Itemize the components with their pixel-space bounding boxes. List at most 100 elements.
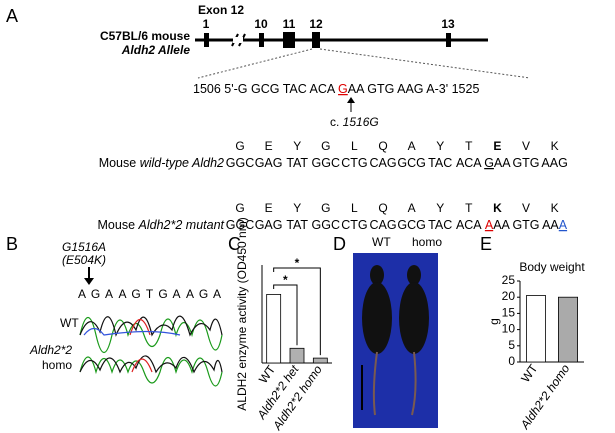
bar [266, 293, 282, 364]
exon-number: 13 [441, 17, 455, 31]
panel-label: C [228, 234, 241, 254]
base-call: G [131, 287, 140, 301]
base-call: A [118, 287, 126, 301]
amino-acid: G [235, 139, 244, 153]
codon: AAA [542, 218, 568, 232]
codon: GGC [226, 218, 254, 232]
significance-mark: * [295, 256, 300, 270]
codon: GGC [226, 156, 254, 170]
base-call: A [186, 287, 194, 301]
amino-acid: Y [436, 139, 444, 153]
arrow-head [84, 278, 94, 285]
base-call: A [213, 287, 221, 301]
y-axis-label: ALDH2 enzyme activity (OD450 nm) [235, 217, 249, 410]
panel-label: B [6, 234, 18, 254]
arrow-head [347, 97, 355, 103]
codon: TAC [428, 156, 452, 170]
codon: ACA [456, 156, 482, 170]
base-call: A [172, 287, 180, 301]
amino-acid: E [265, 139, 273, 153]
strain: C57BL/6 mouse [100, 29, 190, 43]
codon: TAT [286, 156, 308, 170]
panel-label: E [480, 234, 492, 254]
break-gap [233, 37, 243, 43]
y-axis-label: g [487, 318, 501, 325]
codon: GAA [484, 156, 511, 170]
codon: GTG [512, 218, 539, 232]
codon: GAG [255, 156, 283, 170]
y-tick-label: 5 [508, 338, 515, 352]
y-tick-label: 25 [502, 273, 516, 287]
site-note: c. 1516G [330, 115, 379, 129]
codon: GGC [312, 156, 340, 170]
photo-label: WT [372, 235, 391, 249]
codon: CAG [369, 156, 396, 170]
codon: CTG [341, 218, 367, 232]
wt-label: WT [60, 316, 79, 330]
row-label: Mouse wild-type Aldh2 [99, 156, 224, 170]
amino-acid: T [465, 139, 473, 153]
row-label: Mouse Aldh2*2 mutant [98, 218, 225, 232]
zoom-line [319, 48, 531, 79]
base-call: A [78, 287, 86, 301]
amino-acid: E [265, 201, 273, 215]
amino-acid: Y [293, 139, 301, 153]
bar [558, 296, 579, 363]
photo-label: homo [412, 235, 442, 249]
codon: CAG [369, 218, 396, 232]
exon [312, 32, 320, 48]
exon [259, 33, 264, 47]
codon: CTG [341, 156, 367, 170]
base-call: T [146, 287, 154, 301]
exon-title: Exon 12 [198, 3, 244, 17]
amino-acid: V [522, 201, 530, 215]
mutation: G1516A [62, 240, 106, 254]
y-tick-label: 0 [508, 354, 515, 368]
mouse [362, 265, 392, 416]
exon-number: 10 [254, 17, 268, 31]
exon-number: 11 [283, 17, 296, 31]
amino-acid: K [551, 139, 559, 153]
codon: GCG [397, 156, 425, 170]
y-tick-label: 20 [502, 289, 516, 303]
mut-label: Aldh2*2 [29, 343, 72, 357]
exon [446, 33, 451, 47]
panel-label: A [6, 6, 18, 26]
amino-acid: A [408, 201, 416, 215]
amino-acid: K [551, 201, 559, 215]
exon [283, 32, 295, 48]
protein-change: (E504K) [62, 253, 106, 267]
bar [312, 357, 328, 364]
x-tick-label: WT [518, 361, 541, 385]
chromatogram [79, 315, 223, 387]
amino-acid: G [235, 201, 244, 215]
codon: GCG [397, 218, 425, 232]
sequence: 1506 5'-G GCG TAC ACA GAA GTG AAG A-3' 1… [193, 82, 479, 96]
codon: AAA [485, 218, 511, 232]
codon: GAG [255, 218, 283, 232]
amino-acid: Q [378, 201, 387, 215]
amino-acid: V [522, 139, 530, 153]
bar [526, 295, 547, 363]
amino-acid: G [321, 201, 330, 215]
exon [204, 33, 209, 47]
base-call: A [105, 287, 113, 301]
significance-bracket [273, 284, 298, 346]
significance-mark: * [283, 273, 288, 287]
amino-acid: K [493, 201, 502, 215]
significance-bracket [273, 267, 321, 356]
mut-sublabel: homo [42, 358, 72, 372]
exon-number: 1 [203, 17, 210, 31]
allele: Aldh2 Allele [121, 43, 191, 57]
amino-acid: A [408, 139, 416, 153]
codon: ACA [456, 218, 482, 232]
codon: TAT [286, 218, 308, 232]
codon: TAC [428, 218, 452, 232]
base-call: G [91, 287, 100, 301]
codon: AAG [541, 156, 567, 170]
codon: GGC [312, 218, 340, 232]
amino-acid: L [351, 139, 358, 153]
amino-acid: G [321, 139, 330, 153]
chart-title: Body weight [519, 260, 585, 274]
y-tick-label: 15 [502, 305, 516, 319]
